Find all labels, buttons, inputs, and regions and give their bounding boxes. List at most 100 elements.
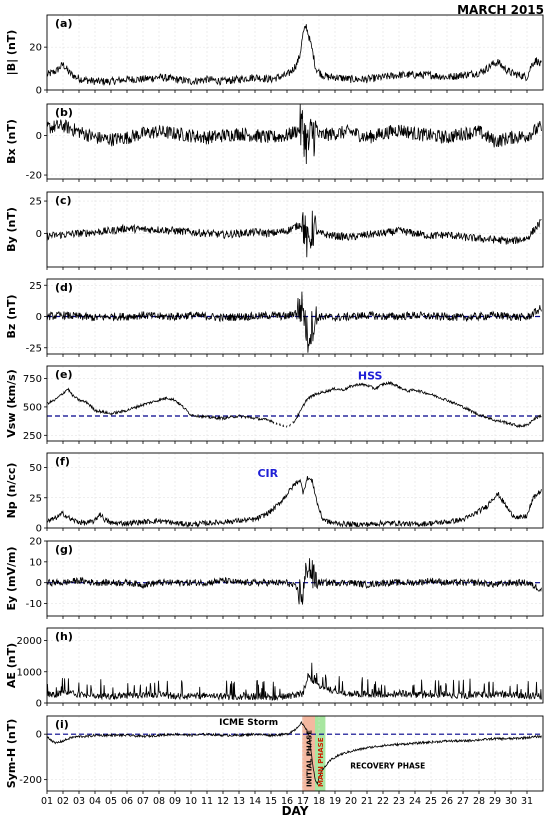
panel-6: -10 0 10 20 (g) Ey (mV/m)	[5, 537, 544, 619]
y-axis-label: AE (nT)	[5, 643, 18, 688]
y-axis-label: |B| (nT)	[5, 30, 18, 76]
x-tick-label: 02	[57, 796, 69, 807]
x-tick-label: 28	[473, 796, 485, 807]
x-tick-label: 30	[505, 796, 517, 807]
plot-frame	[46, 540, 544, 617]
panel-5: 0 25 50 (f) Np (n/cc) CIR	[5, 452, 544, 535]
series-line	[47, 476, 542, 528]
panel-label: (e)	[55, 368, 73, 381]
plot-frame	[46, 715, 544, 792]
panel-label: (d)	[55, 281, 73, 294]
series-line	[47, 662, 542, 702]
x-tick-label: 18	[313, 796, 325, 807]
y-axis-label: Ey (mV/m)	[5, 546, 18, 610]
panel-0: 0 20 (a) |B| (nT)	[5, 14, 544, 97]
plot-frame	[46, 103, 544, 180]
initial-phase-label: INITIAL PHASE	[306, 730, 314, 787]
x-tick-label: 17	[297, 796, 309, 807]
panel-label: (a)	[55, 17, 72, 30]
y-tick-label: 20	[29, 43, 42, 54]
x-tick-label: 10	[185, 796, 197, 807]
x-tick-label: 26	[441, 796, 453, 807]
panel-label: (f)	[55, 455, 70, 468]
panel-1: -20 0 (b) Bx (nT)	[5, 103, 544, 182]
plot-frame	[46, 452, 544, 529]
y-tick-label: 50	[29, 463, 42, 474]
figure-title: MARCH 2015	[457, 3, 544, 17]
panel-2: 0 25 (c) By (nT)	[5, 191, 544, 270]
x-tick-label: 15	[265, 796, 277, 807]
x-tick-label: 07	[137, 796, 149, 807]
x-tick-label: 08	[153, 796, 165, 807]
series-line	[47, 291, 542, 353]
x-tick-label: 06	[121, 796, 133, 807]
x-tick-label: 29	[489, 796, 501, 807]
x-tick-label: 31	[521, 796, 533, 807]
plot-frame	[46, 365, 544, 442]
y-axis-label: Bz (nT)	[5, 294, 18, 338]
panel-3: -25 0 25 (d) Bz (nT)	[5, 278, 544, 357]
annotation-label: CIR	[257, 467, 278, 480]
panel-8: -200 0 (i) Sym-H (nT) ICME Storm INITIAL PHAS…	[5, 715, 544, 807]
series-line	[47, 720, 542, 786]
storm-label: ICME Storm	[219, 718, 278, 728]
panel-label: (h)	[55, 630, 73, 643]
x-tick-label: 25	[425, 796, 437, 807]
series-line	[47, 380, 542, 429]
annotation-label: HSS	[358, 370, 383, 383]
y-tick-label: 0	[36, 86, 42, 97]
y-axis-label: Vsw (km/s)	[5, 369, 18, 437]
y-tick-label: 25	[29, 281, 42, 292]
main-phase-label: MAIN PHASE	[317, 737, 325, 787]
y-tick-label: 25	[29, 197, 42, 208]
y-tick-label: 0	[36, 524, 42, 535]
y-axis-label: Sym-H (nT)	[5, 719, 18, 789]
x-tick-label: 03	[73, 796, 85, 807]
x-tick-label: 21	[361, 796, 373, 807]
series-line	[47, 210, 542, 258]
x-tick-label: 20	[345, 796, 357, 807]
x-tick-label: 22	[377, 796, 389, 807]
y-tick-label: 0	[36, 578, 42, 589]
x-tick-label: 09	[169, 796, 181, 807]
y-axis-label: Np (n/cc)	[5, 463, 18, 519]
y-tick-label: 0	[36, 229, 42, 240]
y-tick-label: -25	[26, 343, 42, 354]
series-line	[47, 558, 542, 605]
y-axis-label: By (nT)	[5, 207, 18, 252]
series-line	[47, 24, 542, 87]
plot-frame	[46, 191, 544, 268]
x-tick-label: 12	[217, 796, 229, 807]
y-tick-label: 250	[23, 431, 42, 442]
y-tick-label: 20	[29, 537, 42, 548]
x-tick-label: 11	[201, 796, 213, 807]
panel-label: (b)	[55, 106, 73, 119]
y-tick-label: 0	[36, 312, 42, 323]
series-line	[47, 104, 542, 165]
y-tick-label: 1000	[17, 667, 42, 678]
x-axis-label: DAY	[282, 804, 309, 818]
x-tick-label: 24	[409, 796, 421, 807]
x-tick-label: 19	[329, 796, 341, 807]
x-tick-label: 23	[393, 796, 405, 807]
y-tick-label: 0	[36, 730, 42, 741]
y-tick-label: -20	[26, 171, 42, 182]
y-axis-label: Bx (nT)	[5, 119, 18, 164]
x-tick-label: 16	[281, 796, 293, 807]
plot-frame	[46, 14, 544, 91]
y-tick-label: 500	[23, 402, 42, 413]
y-tick-label: 25	[29, 493, 42, 504]
panel-4: 250 500 750 (e) Vsw (km/s) HSS	[5, 365, 544, 444]
main-phase-band	[315, 716, 326, 791]
y-tick-label: 750	[23, 374, 42, 385]
plot-frame	[46, 627, 544, 704]
y-tick-label: 0	[36, 699, 42, 710]
x-tick-label: 27	[457, 796, 469, 807]
y-tick-label: 0	[36, 131, 42, 142]
recovery-phase-label: RECOVERY PHASE	[350, 761, 425, 770]
panel-label: (c)	[55, 194, 72, 207]
x-tick-label: 05	[105, 796, 117, 807]
y-tick-label: 10	[29, 557, 42, 568]
y-tick-label: -200	[19, 775, 42, 786]
panel-7: 0 1000 2000 (h) AE (nT)	[5, 627, 544, 710]
